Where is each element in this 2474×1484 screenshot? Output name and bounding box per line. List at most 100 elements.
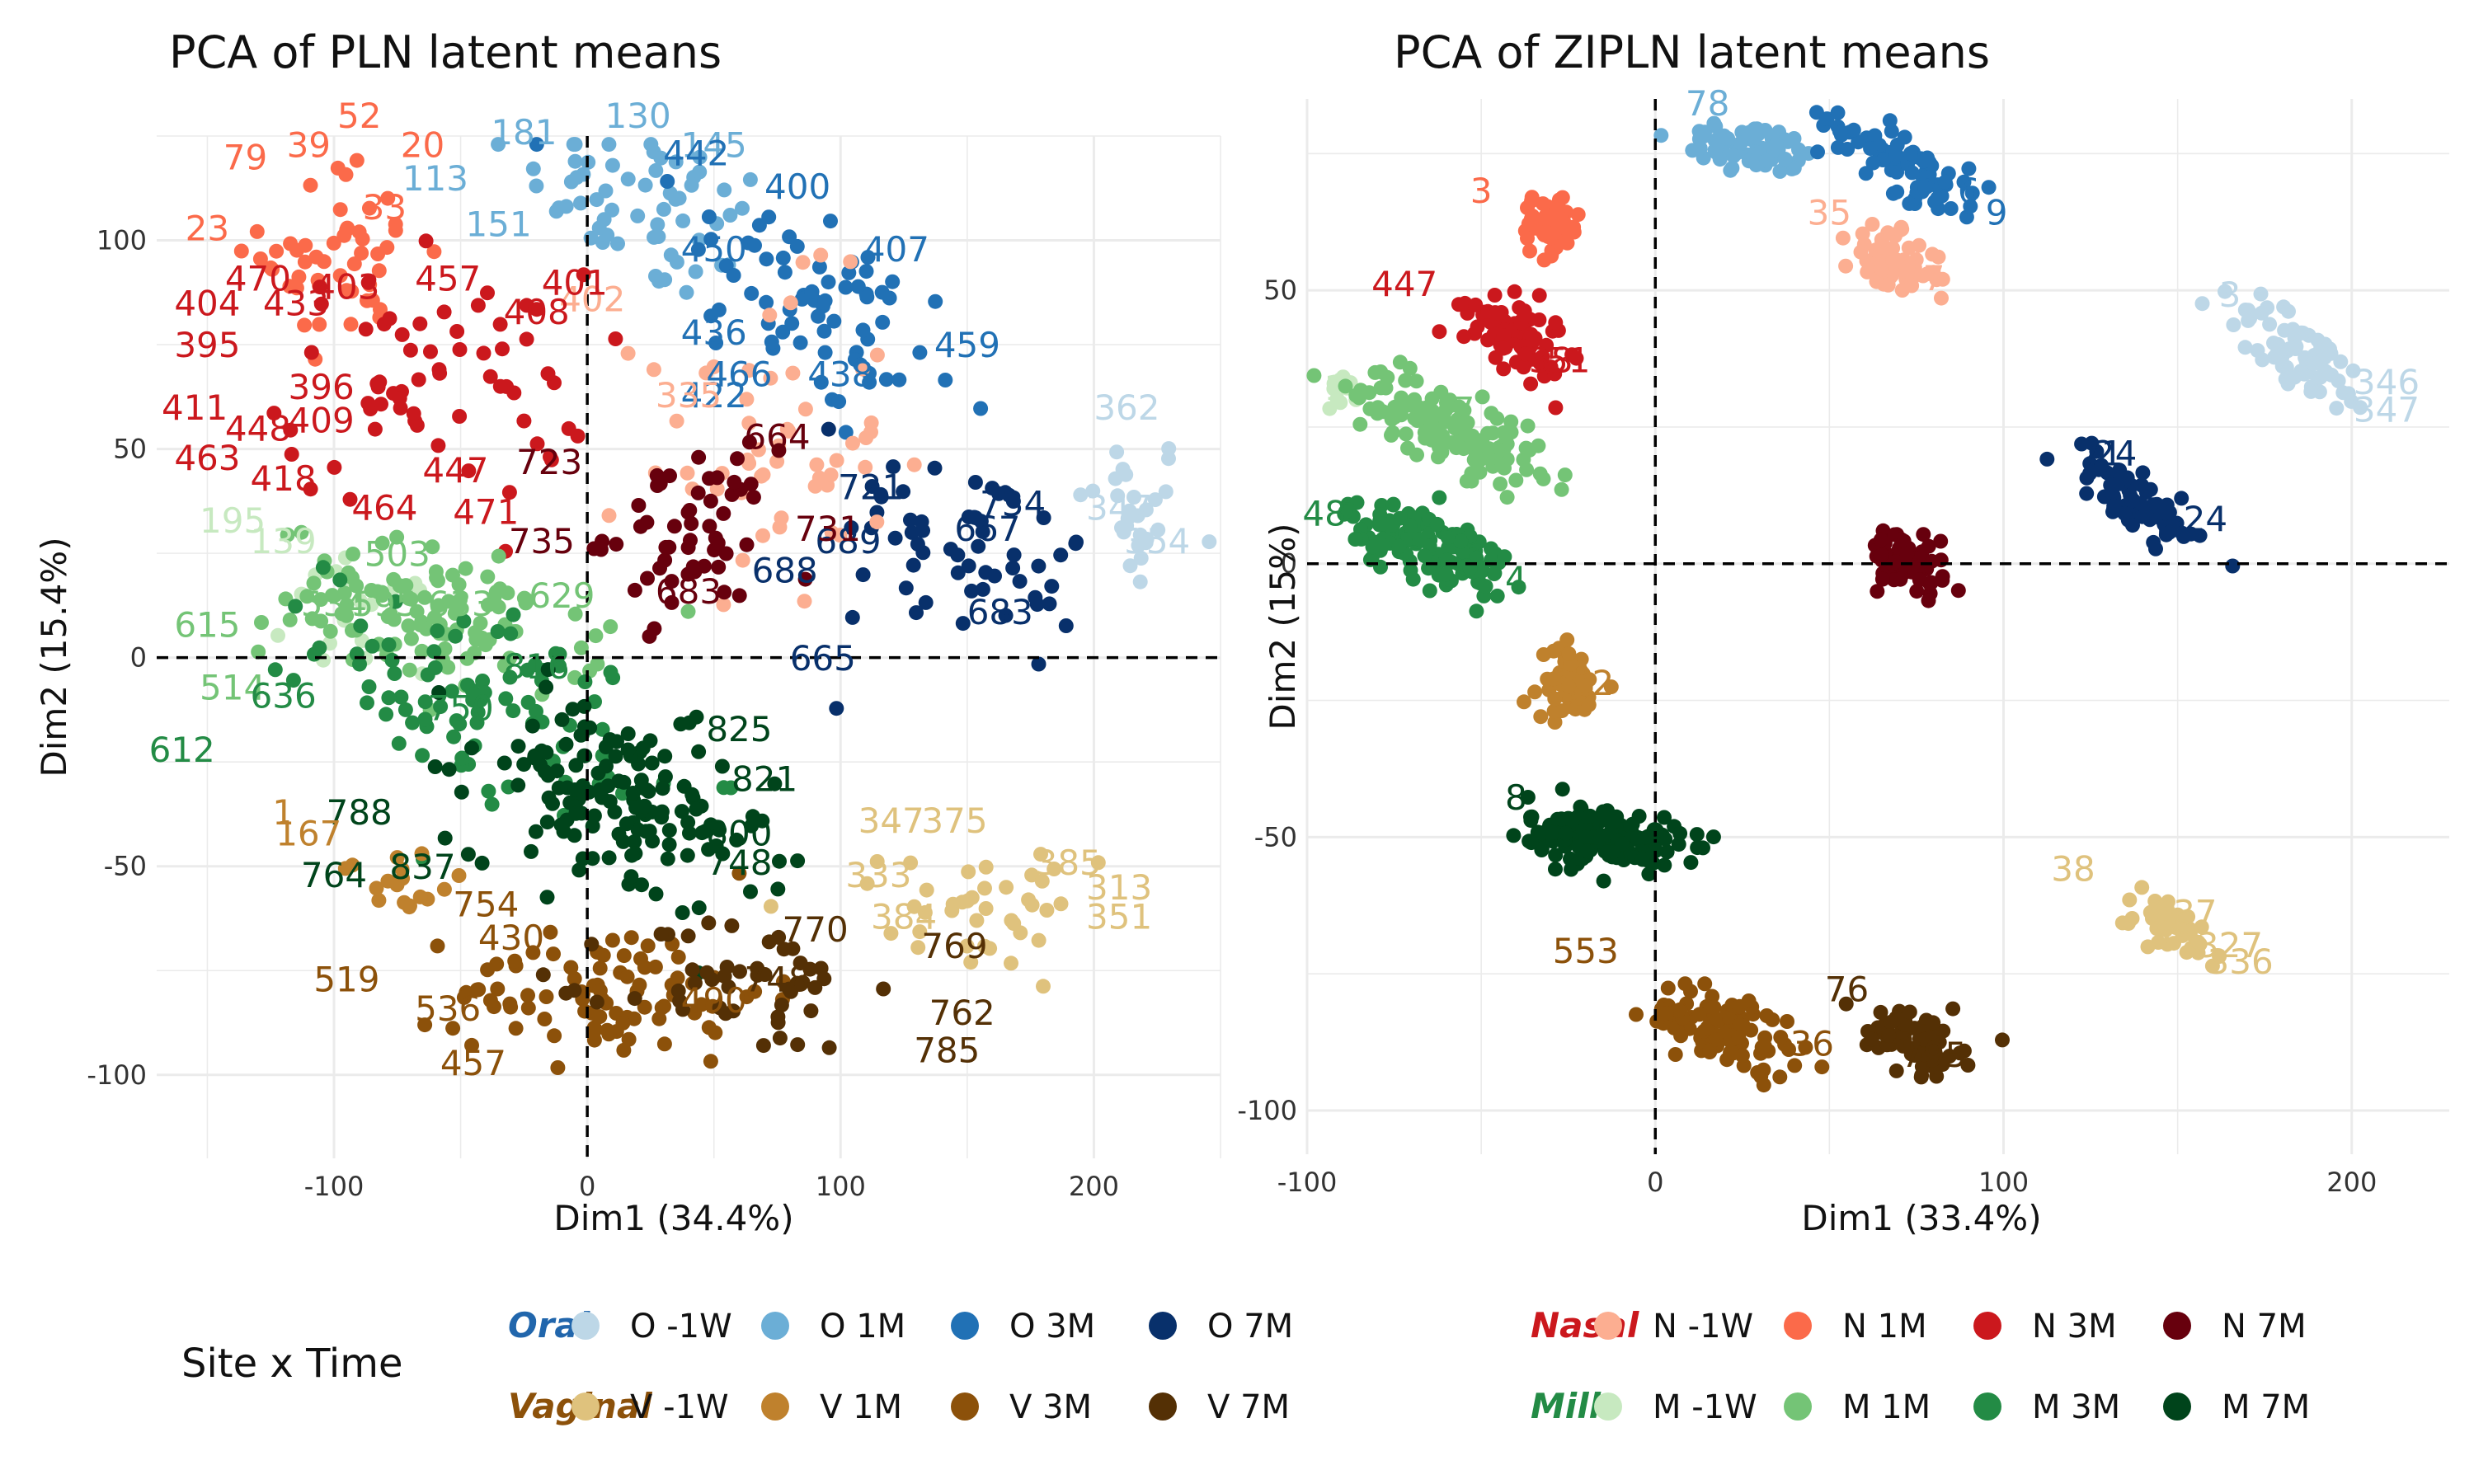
scatter-point: [391, 735, 407, 751]
scatter-point: [905, 557, 921, 573]
legend-item-label: V 3M: [1009, 1388, 1092, 1426]
legend-item-label: M -1W: [1653, 1388, 1757, 1426]
scatter-point: [1073, 487, 1089, 503]
point-label: 764: [301, 855, 367, 895]
scatter-point: [266, 406, 282, 421]
scatter-point: [691, 744, 707, 759]
scatter-point: [698, 365, 714, 381]
scatter-point: [1520, 790, 1536, 805]
scatter-point: [1888, 148, 1904, 162]
scatter-point: [821, 421, 836, 437]
scatter-point: [973, 401, 989, 416]
legend-item-label: N 7M: [2222, 1308, 2307, 1345]
point-label: 629: [529, 575, 595, 616]
scatter-point: [477, 685, 492, 701]
scatter-point: [609, 734, 624, 749]
scatter-point: [717, 182, 732, 198]
scatter-point: [2274, 359, 2290, 374]
point-label: 750: [428, 688, 494, 729]
scatter-point: [1734, 1048, 1750, 1064]
scatter-point: [1485, 425, 1501, 441]
scatter-point: [683, 533, 698, 548]
legend-item-label: N 3M: [2032, 1308, 2117, 1345]
x-axis-title-pln: Dim1 (34.4%): [553, 1198, 793, 1238]
scatter-point: [471, 982, 487, 998]
scatter-point: [1503, 414, 1519, 430]
scatter-point: [691, 900, 707, 916]
scatter-point: [826, 313, 842, 329]
scatter-point: [383, 607, 398, 622]
scatter-point: [1438, 402, 1454, 418]
point-label: 20: [401, 124, 444, 165]
scatter-point: [717, 585, 732, 600]
legend-item-label: O 7M: [1207, 1308, 1293, 1345]
scatter-point: [637, 177, 653, 193]
scatter-point: [284, 447, 299, 462]
scatter-point: [1772, 1069, 1788, 1085]
scatter-point: [1724, 160, 1740, 176]
scatter-point: [1122, 558, 1138, 574]
scatter-point: [537, 1012, 553, 1026]
y-axis-title-zipln: Dim2 (15%): [1263, 523, 1303, 730]
scatter-point: [809, 457, 825, 472]
scatter-point: [567, 606, 583, 622]
scatter-point: [743, 477, 759, 492]
point-label: 411: [162, 387, 228, 428]
scatter-point: [1830, 105, 1846, 120]
scatter-point: [590, 656, 605, 672]
scatter-point: [1523, 835, 1539, 851]
scatter-point: [1914, 1068, 1930, 1083]
scatter-point: [844, 520, 859, 536]
scatter-point: [1889, 252, 1905, 268]
scatter-point: [1865, 155, 1881, 171]
scatter-point: [823, 214, 838, 229]
scatter-point: [620, 171, 636, 187]
scatter-point: [1916, 153, 1931, 169]
scatter-point: [684, 787, 700, 802]
scatter-point: [608, 331, 623, 346]
scatter-point: [2293, 364, 2309, 379]
scatter-point: [535, 967, 551, 983]
point-label: 9: [1644, 816, 1667, 857]
scatter-point: [1161, 441, 1177, 457]
scatter-point: [1150, 522, 1166, 538]
scatter-point: [1421, 424, 1437, 439]
scatter-point: [1893, 571, 1908, 587]
scatter-point: [790, 853, 806, 869]
scatter-point: [1536, 225, 1551, 241]
scatter-point: [657, 749, 673, 764]
scatter-point: [674, 804, 689, 819]
point-label: 7: [2080, 433, 2102, 473]
scatter-point: [1469, 603, 1484, 619]
panel-title-pln: PCA of PLN latent means: [169, 26, 722, 78]
scatter-point: [540, 366, 556, 382]
scatter-point: [859, 876, 875, 891]
scatter-point: [1964, 186, 1980, 201]
scatter-point: [480, 285, 495, 301]
legend-title: Site x Time: [181, 1341, 403, 1387]
point-label: 76: [1825, 969, 1869, 1009]
scatter-point: [2148, 541, 2163, 556]
scatter-point: [869, 854, 885, 869]
scatter-point: [735, 552, 750, 568]
point-label: 36: [1790, 1024, 1834, 1064]
scatter-point: [716, 505, 731, 521]
scatter-point: [1943, 201, 1959, 216]
scatter-point: [1554, 481, 1569, 497]
point-label: 1: [272, 792, 294, 833]
scatter-point: [1696, 129, 1711, 144]
scatter-point: [490, 981, 506, 997]
scatter-point: [1869, 274, 1884, 289]
scatter-point: [282, 612, 298, 627]
scatter-point: [1376, 516, 1391, 532]
scatter-point: [475, 674, 491, 688]
scatter-point: [2149, 899, 2165, 915]
scatter-point: [412, 316, 428, 331]
scatter-point: [616, 948, 632, 964]
point-label: 403: [313, 266, 379, 307]
scatter-point: [1391, 538, 1407, 554]
scatter-point: [1508, 472, 1524, 488]
scatter-point: [1950, 583, 1966, 599]
scatter-point: [628, 800, 644, 815]
scatter-point: [671, 190, 687, 206]
